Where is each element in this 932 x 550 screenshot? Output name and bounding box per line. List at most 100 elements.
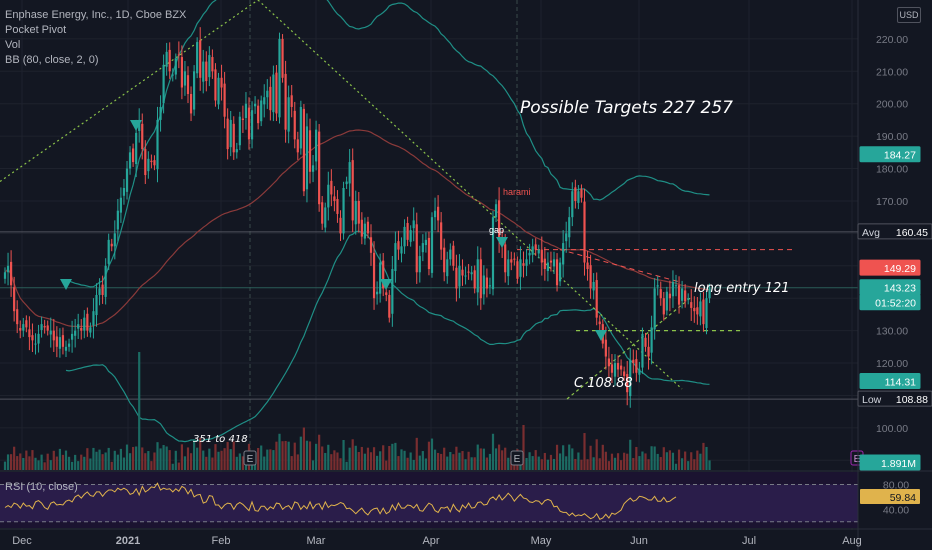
candle-body: [141, 123, 144, 150]
volume-bar: [119, 448, 122, 470]
pocket-pivot-marker: [595, 330, 607, 341]
annotation-harami: harami: [503, 187, 531, 197]
indicator-volume[interactable]: Vol: [5, 39, 21, 51]
candle-body: [284, 73, 287, 130]
candle-body: [31, 335, 34, 341]
volume-bar: [86, 448, 89, 470]
candle-body: [376, 291, 379, 295]
volume-bar: [19, 453, 22, 470]
candle-body: [110, 243, 113, 247]
volume-bar: [641, 451, 644, 470]
candle-body: [681, 288, 684, 301]
volume-bar: [498, 444, 501, 470]
volume-bar: [366, 447, 370, 470]
candle-body: [193, 71, 196, 110]
volume-bar: [92, 447, 95, 470]
candle-body: [83, 317, 86, 331]
volume-bar: [540, 459, 543, 470]
candle-body: [132, 148, 135, 163]
volume-bar: [616, 453, 620, 470]
candle-body: [205, 61, 208, 82]
candle-body: [687, 298, 690, 300]
candle-body: [540, 249, 543, 263]
volume-bar: [565, 456, 568, 470]
candle-body: [647, 346, 650, 357]
candle-body: [220, 77, 223, 88]
volume-bar: [302, 427, 305, 470]
candle-body: [241, 118, 244, 120]
candle-body: [52, 330, 55, 341]
candle-body: [348, 162, 351, 184]
candle-body: [13, 287, 16, 312]
candle-body: [379, 262, 382, 294]
indicator-pocket-pivot[interactable]: Pocket Pivot: [5, 24, 67, 36]
volume-bar: [412, 459, 415, 470]
candle-body: [684, 290, 687, 302]
volume-bar: [543, 452, 546, 470]
indicator-bollinger[interactable]: BB (80, close, 2, 0): [5, 54, 99, 66]
volume-bar: [400, 449, 403, 470]
volume-bar: [330, 454, 333, 470]
candle-body: [580, 189, 583, 198]
volume-bar: [671, 452, 675, 470]
volume-bar: [141, 447, 144, 470]
volume-bar: [687, 461, 690, 470]
candle-body: [372, 252, 376, 299]
volume-bar: [522, 425, 525, 470]
candle-body: [635, 359, 638, 373]
volume-bar: [610, 453, 614, 470]
volume-bar: [132, 446, 135, 470]
volume-bar: [403, 450, 406, 470]
volume-bar: [128, 453, 132, 470]
volume-bar: [473, 457, 476, 470]
rsi-tag-value: 59.84: [890, 492, 916, 504]
price-tick-label: 100.00: [876, 423, 908, 435]
candle-body: [656, 285, 659, 287]
candle-body: [266, 90, 269, 98]
currency-badge[interactable]: USD: [897, 7, 921, 23]
candle-body: [324, 207, 327, 228]
volume-bar: [214, 444, 217, 470]
volume-bar: [589, 445, 592, 470]
volume-bar: [58, 448, 61, 470]
volume-bar: [177, 462, 180, 470]
candle-body: [662, 298, 665, 315]
volume-bar: [284, 440, 287, 470]
candlesticks: [3, 27, 711, 408]
pocket-pivot-marker: [130, 120, 142, 131]
candle-body: [693, 307, 696, 312]
volume-bar: [656, 453, 659, 470]
candle-body: [308, 130, 312, 172]
volume-bar: [559, 453, 562, 470]
volume-bar: [55, 456, 58, 470]
rsi-tick-label: 80.00: [883, 479, 909, 491]
volume-bar: [107, 447, 110, 470]
bb-lower: [65, 230, 710, 443]
price-tick-label: 190.00: [876, 131, 908, 143]
volume-bars: [3, 352, 711, 470]
candle-body: [95, 294, 98, 316]
candle-body: [659, 289, 662, 299]
symbol-title[interactable]: Enphase Energy, Inc., 1D, Cboe BZX: [5, 9, 187, 21]
candle-body: [699, 301, 702, 317]
candle-body: [705, 298, 708, 329]
candle-body: [516, 261, 519, 279]
volume-bar: [391, 443, 394, 470]
volume-bar: [476, 444, 479, 470]
volume-bar: [22, 458, 25, 470]
volume-bar: [168, 450, 171, 470]
price-tags: 184.27 Avg 160.45 149.29 143.23 01:52:20 114.3…: [857, 146, 932, 504]
volume-bar: [696, 450, 699, 470]
volume-bar: [604, 451, 607, 470]
price-tag-value: 01:52:20: [875, 298, 916, 310]
candle-body: [549, 260, 553, 263]
candle-body: [433, 210, 437, 218]
earnings-label: E: [854, 454, 861, 465]
candle-body: [638, 369, 641, 375]
volume-bar: [217, 451, 220, 470]
candle-body: [238, 116, 241, 146]
volume-bar: [223, 448, 226, 470]
volume-bar: [571, 448, 574, 470]
candle-body: [473, 270, 476, 289]
